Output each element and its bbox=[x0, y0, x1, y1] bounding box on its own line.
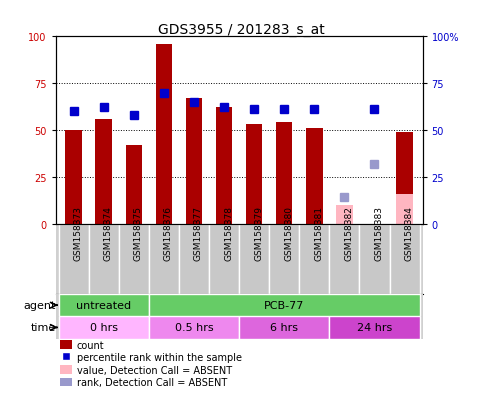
Bar bbox=[336, 206, 353, 224]
Bar bbox=[396, 133, 413, 224]
Text: GSM158383: GSM158383 bbox=[374, 205, 384, 260]
Text: GSM158376: GSM158376 bbox=[164, 205, 173, 260]
Text: GDS3955 / 201283_s_at: GDS3955 / 201283_s_at bbox=[158, 23, 325, 37]
Text: 0 hrs: 0 hrs bbox=[90, 323, 118, 332]
Bar bbox=[65, 131, 82, 224]
Bar bbox=[389, 224, 420, 294]
Text: GSM158382: GSM158382 bbox=[344, 205, 354, 260]
Bar bbox=[156, 45, 172, 224]
Bar bbox=[276, 123, 293, 224]
Bar bbox=[329, 224, 359, 294]
Text: 6 hrs: 6 hrs bbox=[270, 323, 298, 332]
Text: 24 hrs: 24 hrs bbox=[357, 323, 392, 332]
Legend: count, percentile rank within the sample, value, Detection Call = ABSENT, rank, : count, percentile rank within the sample… bbox=[60, 340, 242, 387]
Text: GSM158375: GSM158375 bbox=[134, 205, 143, 260]
Bar bbox=[119, 224, 149, 294]
Bar bbox=[58, 224, 89, 294]
Text: untreated: untreated bbox=[76, 300, 131, 311]
Text: PCB-77: PCB-77 bbox=[264, 300, 304, 311]
Bar bbox=[269, 224, 299, 294]
Bar bbox=[299, 224, 329, 294]
Bar bbox=[306, 129, 323, 224]
Text: GSM158379: GSM158379 bbox=[254, 205, 263, 260]
Bar bbox=[179, 224, 209, 294]
Text: GSM158378: GSM158378 bbox=[224, 205, 233, 260]
Bar bbox=[185, 99, 202, 224]
Bar bbox=[89, 224, 119, 294]
Bar bbox=[58, 316, 149, 339]
Text: GSM158384: GSM158384 bbox=[405, 205, 413, 260]
Bar bbox=[96, 119, 112, 224]
Text: GSM158374: GSM158374 bbox=[104, 205, 113, 260]
Bar bbox=[239, 316, 329, 339]
Bar bbox=[396, 194, 413, 224]
Bar bbox=[149, 224, 179, 294]
Bar bbox=[239, 224, 269, 294]
Bar bbox=[149, 294, 420, 316]
Bar bbox=[149, 316, 239, 339]
Bar bbox=[329, 316, 420, 339]
Text: agent: agent bbox=[24, 300, 56, 311]
Bar bbox=[216, 108, 232, 224]
Bar bbox=[246, 125, 262, 224]
Text: GSM158377: GSM158377 bbox=[194, 205, 203, 260]
Bar bbox=[126, 146, 142, 224]
Text: GSM158373: GSM158373 bbox=[73, 205, 83, 260]
Text: time: time bbox=[31, 323, 56, 332]
Text: 0.5 hrs: 0.5 hrs bbox=[175, 323, 213, 332]
Text: GSM158381: GSM158381 bbox=[314, 205, 323, 260]
Bar bbox=[209, 224, 239, 294]
Bar bbox=[359, 224, 389, 294]
Text: GSM158380: GSM158380 bbox=[284, 205, 293, 260]
Bar bbox=[58, 294, 149, 316]
